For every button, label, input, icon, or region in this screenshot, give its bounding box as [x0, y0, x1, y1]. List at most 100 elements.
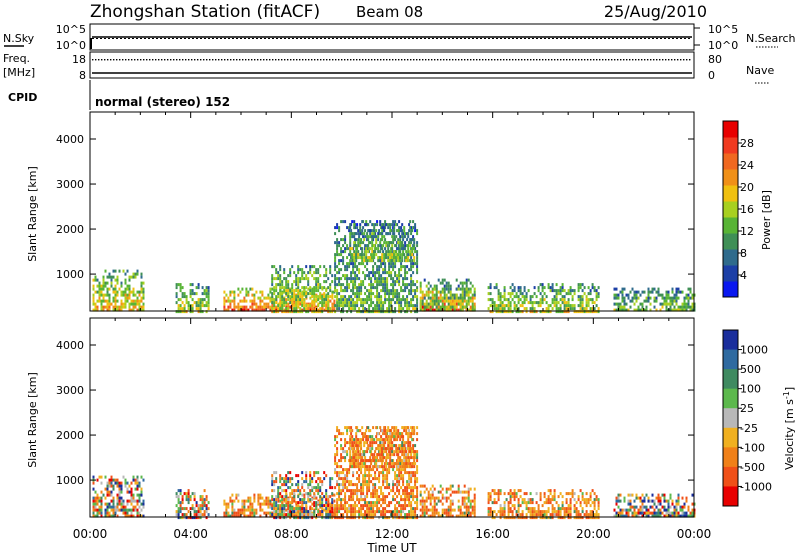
echo-cell: [122, 293, 125, 297]
nave-dot: [689, 59, 691, 61]
echo-cell: [406, 295, 409, 299]
echo-cell: [433, 287, 436, 291]
echo-cell: [293, 499, 296, 503]
echo-cell: [557, 307, 560, 311]
echo-cell: [457, 287, 460, 291]
echo-cell: [423, 302, 426, 306]
echo-cell: [467, 514, 470, 518]
echo-cell: [364, 495, 367, 499]
echo-cell: [362, 492, 365, 496]
echo-cell: [357, 453, 360, 457]
nave-dot: [584, 59, 586, 61]
echo-cell: [503, 513, 506, 517]
echo-cell: [412, 298, 415, 302]
echo-cell: [397, 435, 400, 439]
echo-cell: [237, 287, 240, 291]
echo-cell: [309, 292, 312, 296]
echo-cell: [309, 471, 312, 475]
echo-cell: [439, 296, 442, 300]
echo-cell: [356, 498, 359, 502]
echo-cell: [340, 289, 343, 293]
echo-cell: [649, 308, 652, 312]
echo-cell: [269, 499, 272, 503]
echo-cell: [406, 489, 409, 493]
echo-cell: [136, 508, 139, 512]
echo-cell: [469, 305, 472, 309]
echo-cell: [271, 295, 274, 299]
echo-cell: [393, 462, 396, 466]
echo-cell: [130, 496, 133, 500]
echo-cell: [301, 510, 304, 514]
echo-cell: [275, 507, 278, 511]
echo-cell: [373, 253, 376, 257]
nave-dot: [680, 59, 682, 61]
nave-dot: [428, 59, 430, 61]
echo-cell: [503, 507, 506, 511]
echo-cell: [126, 293, 129, 297]
echo-cell: [342, 447, 345, 451]
nave-line: [92, 59, 691, 61]
echo-cell: [393, 426, 396, 430]
echo-cell: [397, 447, 400, 451]
echo-cell: [305, 516, 308, 520]
echo-cell: [353, 453, 356, 457]
echo-cell: [402, 265, 405, 269]
echo-cell: [193, 495, 196, 499]
echo-cell: [340, 513, 343, 517]
echo-cell: [398, 250, 401, 254]
beam-label: Beam 08: [356, 3, 423, 21]
echo-cell: [187, 498, 190, 502]
power-panel-frame: [89, 111, 695, 312]
echo-cell: [407, 250, 410, 254]
echo-cell: [338, 486, 341, 490]
echo-cell: [360, 301, 363, 305]
echo-cell: [108, 296, 111, 300]
echo-cell: [364, 247, 367, 251]
echo-cell: [547, 307, 550, 311]
echo-cell: [413, 226, 416, 230]
echo-cell: [342, 238, 345, 242]
nave-dot: [563, 59, 565, 61]
echo-cell: [289, 271, 292, 275]
echo-cell: [396, 289, 399, 293]
echo-cell: [231, 505, 234, 509]
echo-cell: [667, 296, 670, 300]
echo-cell: [410, 280, 413, 284]
echo-cell: [299, 516, 302, 520]
echo-cell: [349, 450, 352, 454]
echo-cell: [349, 250, 352, 254]
echo-cell: [205, 507, 208, 511]
nave-tick-top: 80: [708, 53, 722, 66]
nave-dot: [302, 59, 304, 61]
echo-cell: [122, 505, 125, 509]
echo-cell: [338, 298, 341, 302]
echo-cell: [487, 298, 490, 302]
echo-cell: [344, 438, 347, 442]
echo-cell: [392, 262, 395, 266]
echo-cell: [205, 310, 208, 314]
echo-cell: [249, 496, 252, 500]
echo-cell: [425, 505, 428, 509]
echo-cell: [124, 287, 127, 291]
echo-cell: [293, 507, 296, 511]
echo-cell: [104, 269, 107, 273]
echo-cell: [499, 516, 502, 520]
echo-cell: [408, 492, 411, 496]
echo-cell: [406, 298, 409, 302]
echo-cell: [323, 292, 326, 296]
echo-cell: [441, 493, 444, 497]
echo-cell: [631, 296, 634, 300]
echo-cell: [201, 495, 204, 499]
echo-cell: [285, 513, 288, 517]
echo-cell: [513, 498, 516, 502]
echo-cell: [375, 441, 378, 445]
echo-cell: [471, 511, 474, 515]
echo-cell: [495, 307, 498, 311]
echo-cell: [98, 287, 101, 291]
echo-cell: [427, 308, 430, 312]
nave-dot: [494, 59, 496, 61]
echo-cell: [271, 280, 274, 284]
echo-cell: [360, 513, 363, 517]
echo-cell: [346, 450, 349, 454]
echo-cell: [671, 299, 674, 303]
